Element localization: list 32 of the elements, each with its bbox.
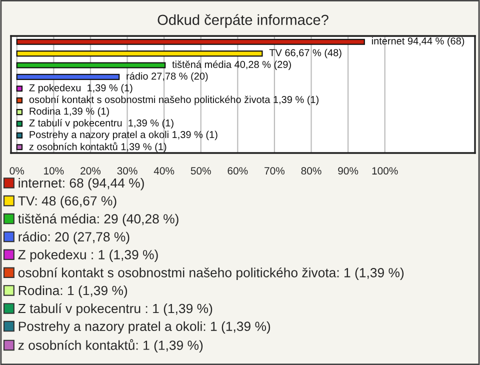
x-tick-label: 0% bbox=[10, 167, 24, 175]
data-label: z osobních kontaktů 1,39 % (1) bbox=[29, 142, 166, 152]
x-tick-label: 10% bbox=[44, 167, 64, 175]
x-tick-label: 40% bbox=[154, 167, 174, 175]
data-label: TV 66,67 % (48) bbox=[269, 48, 342, 58]
data-label: Z tabulí v pokecentru 1,39 % (1) bbox=[29, 119, 174, 128]
x-tick-label: 60% bbox=[228, 167, 248, 175]
legend-label: TV: 48 (66,67 %) bbox=[18, 196, 116, 208]
data-label: Rodina 1,39 % (1) bbox=[30, 107, 109, 117]
x-tick-label: 70% bbox=[264, 167, 285, 175]
legend-label: Z pokedexu : 1 (1,39 %) bbox=[18, 250, 158, 262]
legend-label: osobní kontakt s osobnostmi našeho politického života: 1 (1,39 %) bbox=[18, 268, 404, 280]
legend-label: tištěná média: 29 (40,28 %) bbox=[18, 214, 178, 226]
data-label: rádio 27,78 % (20) bbox=[126, 72, 208, 82]
x-tick-label: 50% bbox=[190, 167, 211, 175]
legend-label: Rodina: 1 (1,39 %) bbox=[18, 286, 128, 298]
data-label: Postrehy a nazory pratel a okoli 1,39 % (1) bbox=[30, 130, 218, 140]
data-label: internet 94,44 % (68) bbox=[372, 37, 464, 47]
x-tick-label: 90% bbox=[338, 167, 358, 175]
data-label: osobní kontakt s osobnostmi našeho politického života 1,39 % (1) bbox=[29, 96, 318, 106]
x-tick-label: 20% bbox=[80, 167, 101, 175]
legend-label: internet: 68 (94,44 %) bbox=[18, 178, 144, 190]
data-label: Z pokedexu 1,39 % (1) bbox=[29, 84, 132, 94]
x-tick-label: 100% bbox=[372, 167, 398, 175]
data-label: tištěná média 40,28 % (29) bbox=[172, 60, 291, 70]
x-tick-label: 80% bbox=[301, 167, 322, 175]
chart-title: Odkud čerpáte informace? bbox=[158, 14, 328, 28]
legend-label: Postrehy a nazory pratel a okoli: 1 (1,39 %) bbox=[18, 321, 270, 334]
legend-label: z osobních kontaktů: 1 (1,39 %) bbox=[18, 339, 203, 353]
x-tick-label: 30% bbox=[117, 167, 138, 175]
legend-label: rádio: 20 (27,78 %) bbox=[18, 232, 130, 244]
legend-label: Z tabulí v pokecentru : 1 (1,39 %) bbox=[18, 303, 212, 316]
